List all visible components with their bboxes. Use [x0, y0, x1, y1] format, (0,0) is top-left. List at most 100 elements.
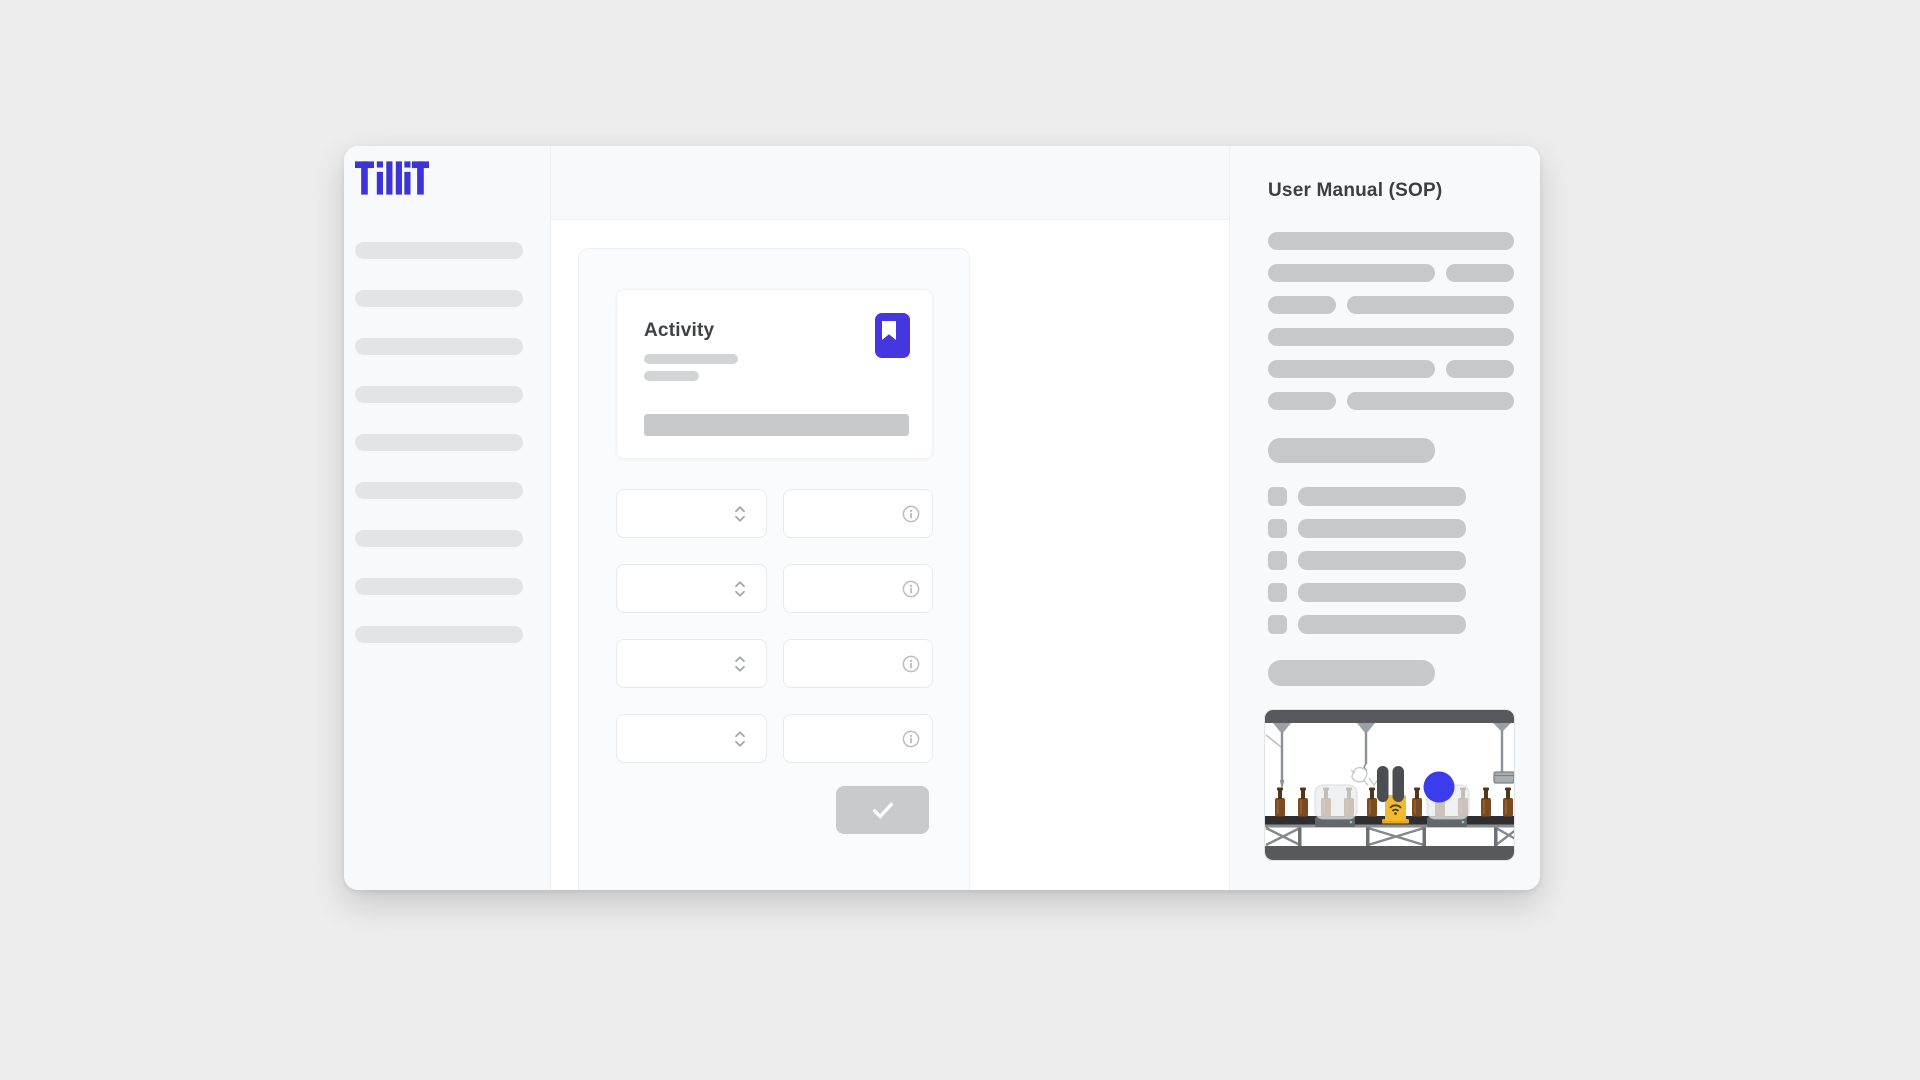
manual-text-bar: [1268, 296, 1336, 314]
machine-housing-left: [1314, 784, 1358, 827]
floor-bar: [1265, 846, 1514, 860]
info-field[interactable]: [783, 639, 933, 688]
bottle: [1298, 787, 1308, 817]
manual-text-bar: [1347, 296, 1514, 314]
info-field[interactable]: [783, 564, 933, 613]
robot-arm-center: [1357, 723, 1375, 771]
manual-checklist-item: [1268, 519, 1514, 538]
sidebar-skeleton-bar: [355, 626, 523, 643]
user-manual-title: User Manual (SOP): [1268, 180, 1443, 201]
manual-text-bar: [1268, 264, 1435, 282]
confirm-button[interactable]: [836, 786, 929, 834]
manual-checklist: [1268, 487, 1514, 634]
highlight-circle: [1423, 771, 1455, 803]
checkbox-placeholder: [1268, 583, 1287, 602]
activity-panel: Activity: [578, 248, 970, 890]
truss-posts: [1298, 825, 1498, 846]
manual-paragraph-row: [1268, 360, 1514, 378]
bottle: [1481, 787, 1491, 817]
manual-paragraph-skeleton: [1268, 232, 1514, 410]
activity-subtitle-bar: [644, 371, 699, 381]
info-icon[interactable]: [901, 504, 921, 524]
info-field[interactable]: [783, 489, 933, 538]
select-field[interactable]: [616, 489, 767, 538]
manual-checklist-item: [1268, 487, 1514, 506]
manual-checklist-item: [1268, 551, 1514, 570]
manual-paragraph-row: [1268, 296, 1514, 314]
bottle: [1412, 787, 1422, 817]
activity-subtitle-skeleton: [644, 354, 932, 381]
manual-paragraph-row: [1268, 392, 1514, 410]
form-row: [616, 639, 933, 688]
manual-checklist-bar: [1298, 583, 1466, 602]
manual-text-bar: [1268, 360, 1435, 378]
sidebar-skeleton: [355, 242, 550, 643]
manual-checklist-bar: [1298, 551, 1466, 570]
manual-checklist-item: [1268, 615, 1514, 634]
manual-text-bar: [1446, 360, 1514, 378]
sidebar-skeleton-bar: [355, 386, 523, 403]
bottling-line-scene: [1265, 710, 1514, 860]
chevron-up-down-icon: [735, 505, 745, 522]
activity-card: Activity: [616, 289, 933, 459]
dispenser-right: [1493, 723, 1514, 784]
form-row: [616, 489, 933, 538]
info-field[interactable]: [783, 714, 933, 763]
ceiling-bar: [1265, 710, 1514, 723]
bottle: [1503, 787, 1513, 817]
manual-text-bar: [1268, 328, 1514, 346]
sidebar-skeleton-bar: [355, 290, 523, 307]
sop-illustration: [1265, 710, 1514, 860]
manual-checklist-item: [1268, 583, 1514, 602]
manual-section-heading-bar-2: [1268, 660, 1435, 686]
manual-checklist-bar: [1298, 519, 1466, 538]
sidebar: [344, 146, 551, 890]
sidebar-skeleton-bar: [355, 242, 523, 259]
sidebar-skeleton-bar: [355, 578, 523, 595]
manual-paragraph-row: [1268, 232, 1514, 250]
sidebar-skeleton-bar: [355, 530, 523, 547]
filler-nozzle-left: [1265, 723, 1291, 790]
select-field[interactable]: [616, 639, 767, 688]
manual-text-bar: [1268, 232, 1514, 250]
chevron-up-down-icon: [735, 580, 745, 597]
sidebar-skeleton-bar: [355, 338, 523, 355]
checkbox-placeholder: [1268, 551, 1287, 570]
bottle: [1275, 787, 1285, 817]
form-row: [616, 564, 933, 613]
main-body: Activity: [551, 220, 1229, 890]
select-field[interactable]: [616, 564, 767, 613]
conveyor-underrail: [1265, 824, 1514, 828]
checkbox-placeholder: [1268, 487, 1287, 506]
gripper-fingers: [1377, 766, 1404, 802]
manual-checklist-bar: [1298, 487, 1466, 506]
info-icon[interactable]: [901, 654, 921, 674]
bookmark-icon: [882, 321, 896, 340]
check-icon: [872, 802, 893, 819]
bottle: [1367, 787, 1377, 817]
form-rows: [616, 489, 933, 763]
checkbox-placeholder: [1268, 615, 1287, 634]
activity-subtitle-bar: [644, 354, 738, 364]
activity-card-title: Activity: [644, 320, 715, 341]
select-field[interactable]: [616, 714, 767, 763]
bookmark-button[interactable]: [875, 313, 910, 358]
manual-checklist-bar: [1298, 615, 1466, 634]
manual-paragraph-row: [1268, 328, 1514, 346]
form-row: [616, 714, 933, 763]
manual-paragraph-row: [1268, 264, 1514, 282]
iot-sensor: [1382, 795, 1409, 824]
info-icon[interactable]: [901, 729, 921, 749]
activity-body-bar: [644, 414, 909, 436]
info-icon[interactable]: [901, 579, 921, 599]
chevron-up-down-icon: [735, 730, 745, 747]
user-manual-panel: User Manual (SOP): [1229, 146, 1540, 890]
tillit-logo: [355, 161, 429, 195]
chevron-up-down-icon: [735, 655, 745, 672]
manual-text-bar: [1446, 264, 1514, 282]
manual-section-heading-bar: [1268, 438, 1435, 463]
sidebar-skeleton-bar: [355, 482, 523, 499]
checkbox-placeholder: [1268, 519, 1287, 538]
main-header: [551, 146, 1229, 220]
